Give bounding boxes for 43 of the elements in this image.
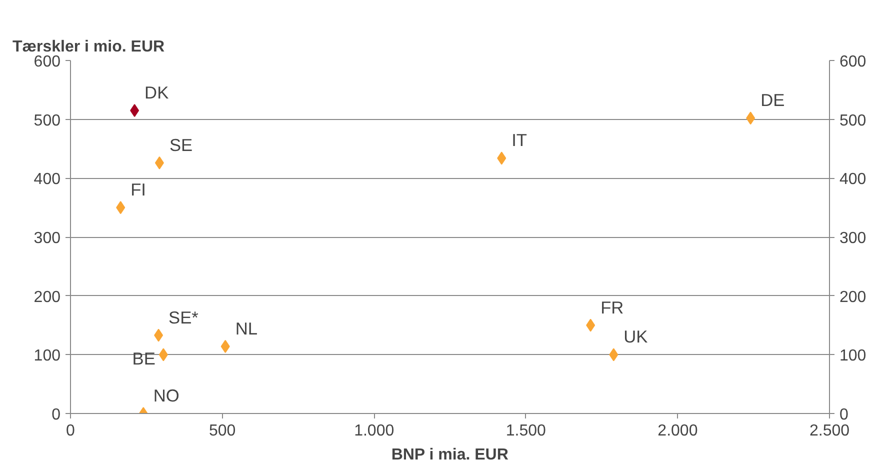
annotation: FR	[600, 297, 624, 318]
point	[116, 201, 126, 214]
x-tick-label: 500	[208, 422, 236, 440]
y2-tick-label: 0	[840, 406, 848, 424]
y-tick-label: 0	[52, 406, 61, 424]
x-tick-label: 0	[66, 422, 76, 440]
annotation: SE	[169, 134, 193, 155]
annotation: UK	[624, 326, 648, 347]
y2-tick-label: 500	[840, 112, 866, 130]
y-tick-label: 500	[34, 112, 61, 130]
x-tick-label: 1.000	[354, 422, 394, 440]
annotation: FI	[130, 180, 146, 200]
point	[609, 348, 618, 362]
point	[154, 156, 164, 170]
x-tick-label: 2.000	[658, 422, 698, 440]
annotation: SE*	[168, 307, 199, 328]
annotation: NL	[235, 318, 258, 338]
y-tick-label: 300	[34, 230, 61, 247]
y2-tick-label: 200	[840, 288, 866, 306]
y2-tick-label: 100	[840, 348, 866, 365]
point	[158, 348, 168, 362]
annotation: DK	[144, 82, 170, 103]
x-tick-label: 2.500	[809, 422, 850, 440]
y2-tick-label: 600	[840, 54, 866, 70]
annotation: DE	[760, 90, 785, 110]
x-axis-title: BNP i mia. EUR	[391, 446, 509, 464]
point	[130, 104, 140, 118]
point	[497, 152, 506, 165]
y-tick-label: 100	[34, 348, 61, 365]
y-tick-label: 400	[34, 171, 61, 188]
point	[220, 340, 230, 353]
annotation: NO	[153, 386, 180, 406]
y-tick-label: 200	[34, 288, 61, 306]
annotation: BE	[132, 348, 156, 369]
point	[746, 112, 756, 125]
point	[586, 318, 596, 332]
annotation: IT	[512, 130, 528, 150]
point	[154, 328, 164, 342]
y-tick-label: 600	[34, 54, 61, 70]
x-tick-label: 1.500	[506, 422, 546, 440]
y2-tick-label: 300	[840, 230, 866, 247]
y-axis-title: Tærskler i mio. EUR	[12, 38, 165, 56]
y2-tick-label: 400	[840, 171, 866, 188]
